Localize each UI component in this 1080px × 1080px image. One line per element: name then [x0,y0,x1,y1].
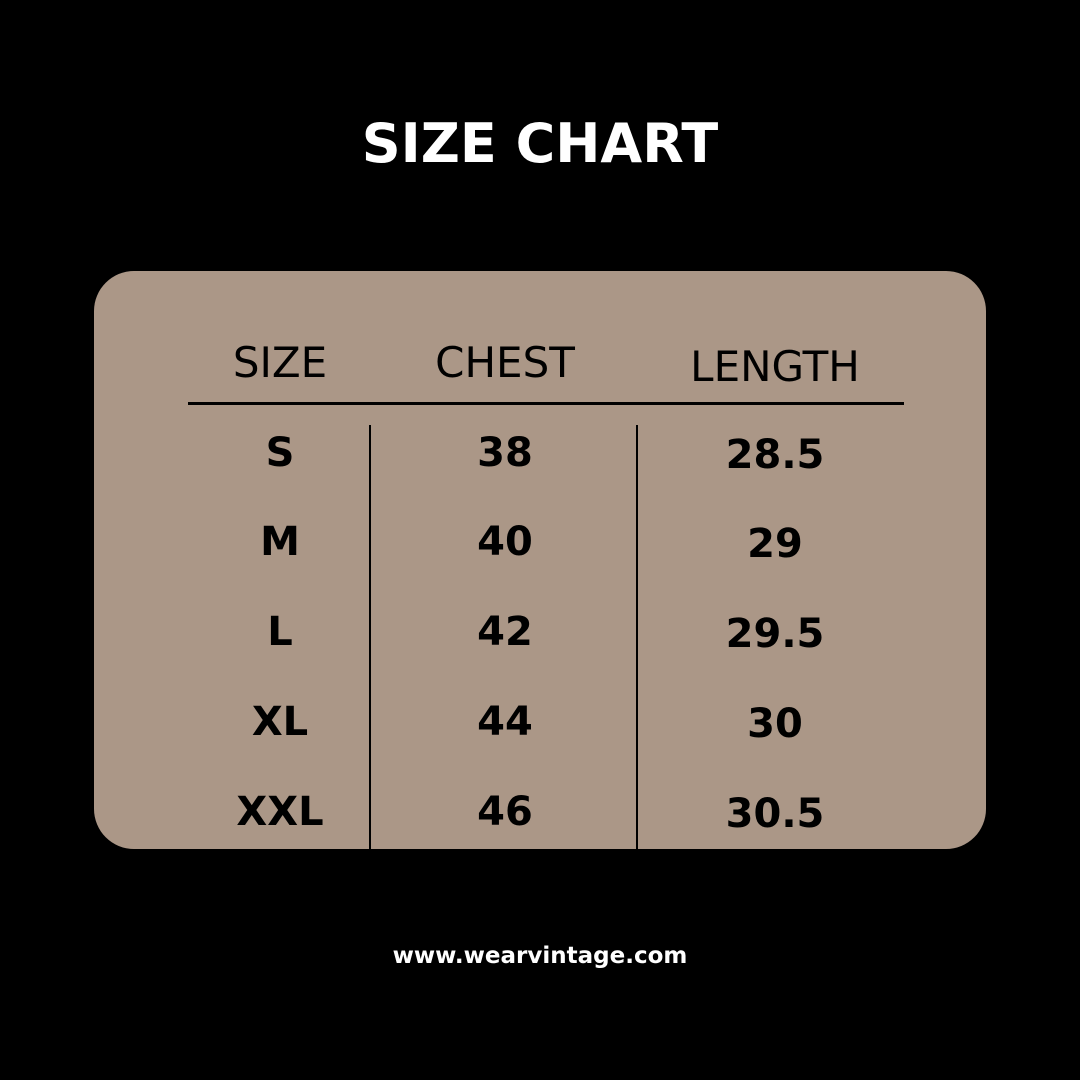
cell-length: 29.5 [725,611,825,657]
cell-size: XXL [236,789,324,835]
cell-size: XL [251,699,309,745]
header-chest: CHEST [435,338,575,387]
cell-length: 30.5 [725,791,825,837]
header-size: SIZE [232,338,328,387]
cell-size: S [265,430,295,476]
column-divider [369,425,371,849]
cell-chest: 44 [477,699,533,745]
page-title: SIZE CHART [361,112,719,175]
header-length: LENGTH [690,342,860,391]
website-link[interactable]: www.wearvintage.com [392,943,688,969]
cell-chest: 46 [477,789,533,835]
cell-chest: 40 [477,519,533,565]
cell-chest: 42 [477,609,533,655]
cell-size: M [260,519,300,565]
header-divider [188,402,904,405]
cell-size: L [267,609,293,655]
cell-chest: 38 [477,430,533,476]
cell-length: 28.5 [725,432,825,478]
cell-length: 30 [747,701,803,747]
size-table-card [94,271,986,849]
cell-length: 29 [747,521,803,567]
column-divider [636,425,638,849]
